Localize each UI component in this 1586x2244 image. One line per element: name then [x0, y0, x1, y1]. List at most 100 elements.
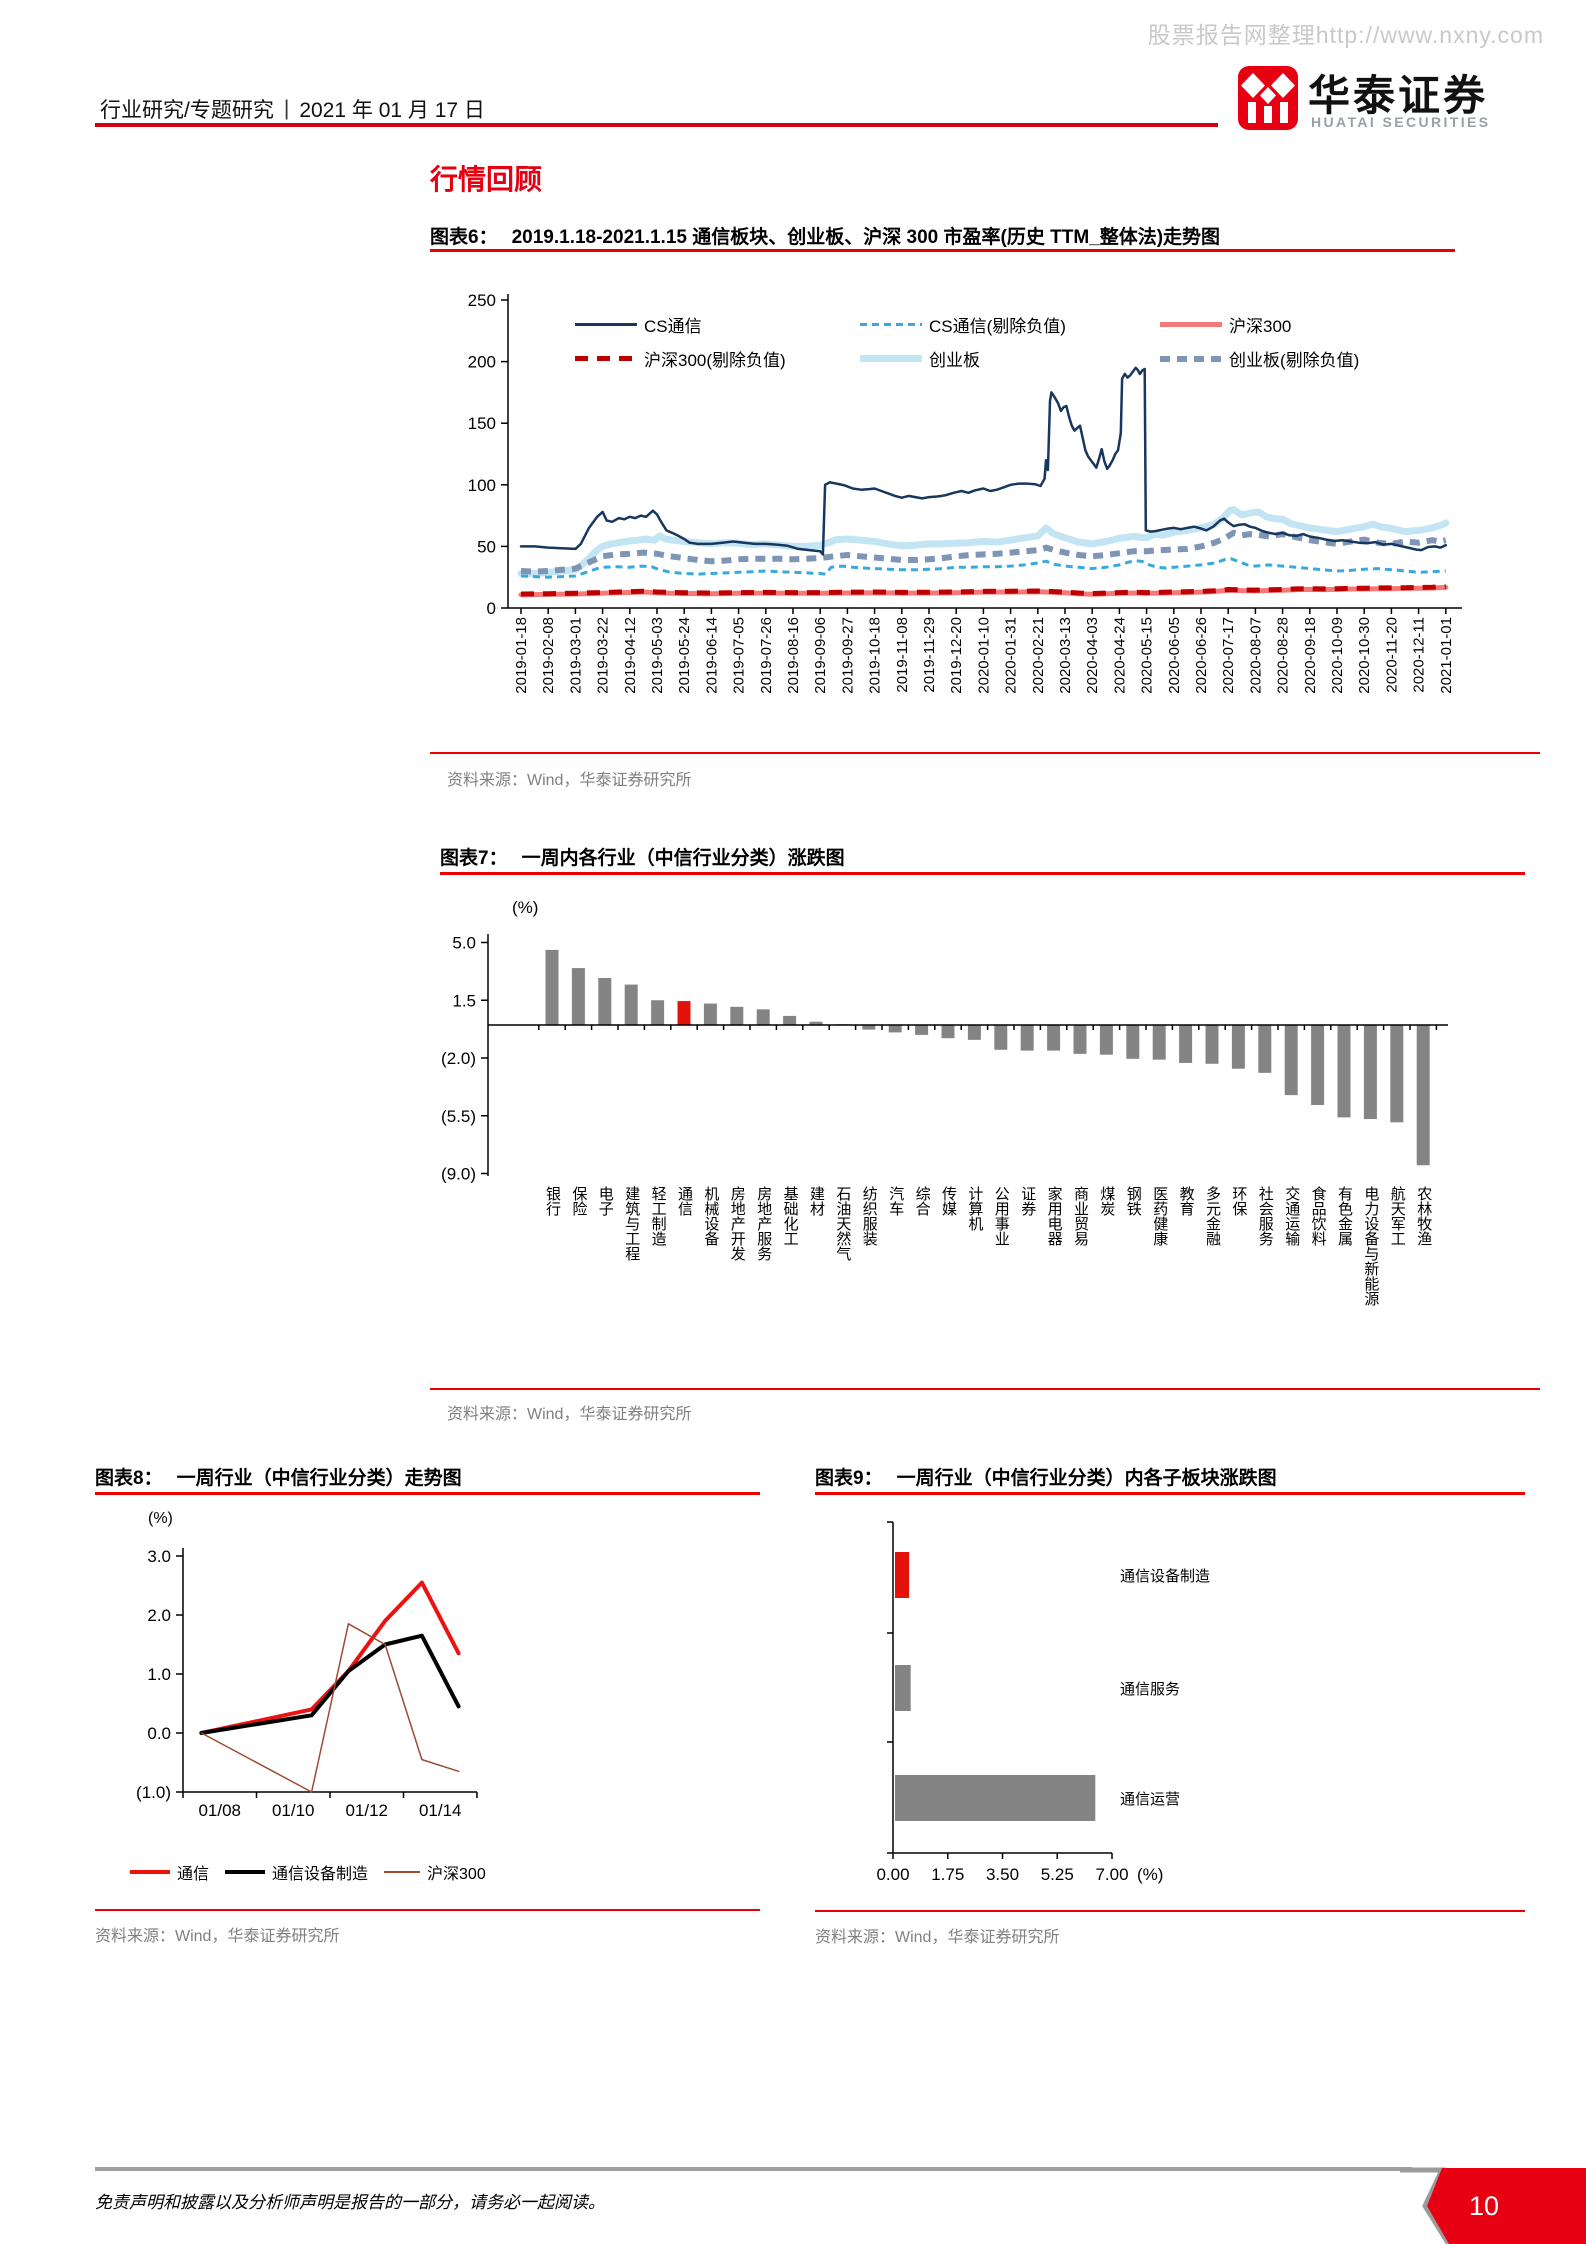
figure8-caption-text: 一周行业（中信行业分类）走势图 — [176, 1468, 462, 1489]
header-date: 2021 年 01 月 17 日 — [299, 99, 485, 122]
figure8-line-chart: 3.0 2.0 1.0 0.0 (1.0) 01/08 01/10 01/12 01/14 — [136, 1547, 478, 1820]
svg-text:通信服务: 通信服务 — [1120, 1681, 1180, 1698]
footer-disclaimer: 免责声明和披露以及分析师声明是报告的一部分，请务必一起阅读。 — [95, 2193, 605, 2212]
legend-item: 沪深300 — [1160, 312, 1359, 337]
figure7-category-label: 钢铁 — [1124, 1186, 1142, 1216]
figure7-category-label: 商业贸易 — [1072, 1186, 1089, 1246]
svg-text:2020-12-11: 2020-12-11 — [1411, 617, 1428, 693]
figure8-source: 资料来源：Wind，华泰证券研究所 — [95, 1928, 340, 1945]
legend-label: 沪深300(剔除负值) — [644, 351, 786, 370]
figure7-unit-label: (%) — [512, 898, 539, 917]
figure7-category-label: 有色金属 — [1336, 1186, 1353, 1246]
svg-text:2020-10-09: 2020-10-09 — [1329, 617, 1346, 694]
svg-text:2020-08-07: 2020-08-07 — [1247, 617, 1264, 694]
legend-swatch — [860, 355, 922, 362]
legend-label: 通信 — [177, 1866, 210, 1883]
figure7-category-label: 公用事业 — [992, 1186, 1010, 1246]
figure7-category-label: 社会服务 — [1256, 1186, 1274, 1246]
svg-text:2020-06-26: 2020-06-26 — [1193, 617, 1210, 694]
figure9-source: 资料来源：Wind，华泰证券研究所 — [815, 1929, 1060, 1946]
legend-label: 创业板 — [929, 351, 980, 370]
figure8-unit-label: (%) — [148, 1510, 173, 1527]
figure7-category-label: 综合 — [913, 1186, 931, 1216]
figure9-source-rule — [815, 1910, 1525, 1912]
svg-text:3.0: 3.0 — [147, 1547, 171, 1566]
svg-text:2019-07-26: 2019-07-26 — [758, 617, 775, 694]
figure7-category-label: 基础化工 — [781, 1186, 799, 1246]
svg-text:2020-10-30: 2020-10-30 — [1356, 617, 1373, 694]
figure7-category-label: 电力设备与新能源 — [1362, 1186, 1380, 1306]
figure7-category-label: 航天军工 — [1388, 1186, 1406, 1246]
svg-text:1.0: 1.0 — [147, 1665, 171, 1684]
watermark-text: 股票报告网整理http://www.nxny.com — [1147, 22, 1544, 48]
legend-item: 沪深300(剔除负值) — [575, 346, 860, 371]
svg-text:2019-06-14: 2019-06-14 — [703, 617, 720, 694]
legend-swatch — [575, 356, 637, 361]
figure7-source: 资料来源：Wind，华泰证券研究所 — [447, 1406, 692, 1423]
svg-text:2020-11-20: 2020-11-20 — [1383, 617, 1400, 693]
svg-text:01/08: 01/08 — [198, 1801, 241, 1820]
svg-text:0.0: 0.0 — [147, 1724, 171, 1743]
figure7-category-label: 保险 — [570, 1186, 588, 1216]
figure7-category-label: 计算机 — [966, 1186, 984, 1231]
svg-text:0: 0 — [487, 599, 496, 618]
svg-text:2019-11-29: 2019-11-29 — [921, 617, 938, 693]
svg-text:250: 250 — [468, 291, 496, 310]
header-separator: | — [283, 97, 290, 120]
svg-text:1.5: 1.5 — [452, 991, 476, 1010]
figure6-caption-id: 图表6： — [430, 227, 498, 248]
svg-text:2019-08-16: 2019-08-16 — [785, 617, 802, 694]
svg-text:2021-01-01: 2021-01-01 — [1438, 617, 1455, 694]
figure9-caption: 图表9： 一周行业（中信行业分类）内各子板块涨跌图 — [815, 1463, 1277, 1490]
figure7-category-label: 家用电器 — [1045, 1186, 1063, 1246]
svg-text:2020-02-21: 2020-02-21 — [1030, 617, 1047, 694]
svg-text:2019-03-01: 2019-03-01 — [567, 617, 584, 694]
svg-text:01/12: 01/12 — [345, 1801, 388, 1820]
legend-item: 创业板(剔除负值) — [1160, 346, 1359, 371]
figure7-category-label: 煤炭 — [1098, 1186, 1116, 1216]
legend-item: CS通信 — [575, 312, 860, 337]
figure7-category-labels: 银行 保险 电子 建筑与工程 轻工制造 通信 机械设备 房地产开发 房地产服务 基础化工 建材 石油天… — [430, 1186, 1545, 1336]
legend-swatch — [130, 1870, 170, 1874]
huatai-logo-icon — [1238, 66, 1298, 130]
svg-text:01/10: 01/10 — [272, 1801, 315, 1820]
svg-text:1.75: 1.75 — [931, 1865, 964, 1884]
svg-text:2019-04-12: 2019-04-12 — [622, 617, 639, 694]
figure9-caption-text: 一周行业（中信行业分类）内各子板块涨跌图 — [896, 1468, 1277, 1489]
figure7-category-label: 交通运输 — [1283, 1186, 1301, 1246]
header-rule — [95, 123, 1218, 127]
legend-label: 沪深300 — [1229, 317, 1292, 336]
legend-swatch — [1160, 355, 1222, 362]
figure8-caption-rule — [95, 1492, 760, 1495]
svg-text:2020-04-03: 2020-04-03 — [1084, 617, 1101, 694]
svg-text:(5.5): (5.5) — [441, 1107, 476, 1126]
svg-text:2020-01-10: 2020-01-10 — [975, 617, 992, 694]
figure8-caption-id: 图表8： — [95, 1468, 163, 1489]
svg-text:通信运营: 通信运营 — [1120, 1791, 1180, 1808]
svg-text:2.0: 2.0 — [147, 1606, 171, 1625]
figure9-caption-rule — [815, 1492, 1525, 1495]
figure7-category-label: 通信 — [676, 1186, 693, 1216]
legend-swatch — [225, 1870, 266, 1874]
huatai-logo-cn: 华泰证券 — [1308, 72, 1489, 119]
figure7-category-label: 汽车 — [887, 1186, 905, 1216]
svg-text:2020-01-31: 2020-01-31 — [1003, 617, 1020, 694]
svg-text:2019-09-27: 2019-09-27 — [839, 617, 856, 694]
figure6-source: 资料来源：Wind，华泰证券研究所 — [447, 772, 692, 789]
legend-item: 沪深300 — [384, 1860, 486, 1884]
figure7-caption-text: 一周内各行业（中信行业分类）涨跌图 — [521, 848, 845, 869]
svg-text:2019-12-20: 2019-12-20 — [948, 617, 965, 694]
svg-text:2020-05-15: 2020-05-15 — [1139, 617, 1156, 694]
svg-text:(2.0): (2.0) — [441, 1049, 476, 1068]
figure8-source-rule — [95, 1909, 760, 1911]
figure7-category-label: 医药健康 — [1151, 1186, 1169, 1246]
figure7-category-label: 银行 — [544, 1186, 561, 1216]
svg-text:200: 200 — [468, 353, 496, 372]
svg-text:2020-04-24: 2020-04-24 — [1111, 617, 1128, 694]
figure6-caption-rule — [430, 249, 1455, 252]
svg-text:2019-07-05: 2019-07-05 — [731, 617, 748, 694]
svg-text:2019-11-08: 2019-11-08 — [894, 617, 911, 693]
figure7-category-label: 纺织服装 — [860, 1186, 878, 1246]
figure7-category-label: 房地产开发 — [728, 1186, 746, 1261]
